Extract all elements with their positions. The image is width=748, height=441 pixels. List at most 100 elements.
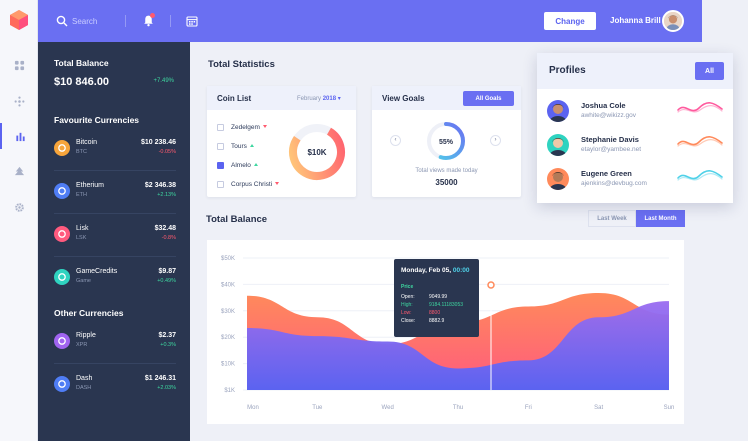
trend-down-icon — [262, 125, 267, 128]
user-name[interactable]: Johanna Brill — [610, 16, 661, 25]
profile-name: Stephanie Davis — [581, 135, 639, 144]
series-purple-area — [247, 301, 669, 390]
currency-row[interactable]: Dash DASH $1 246.31 +2.03% — [54, 372, 176, 398]
profile-name: Joshua Cole — [581, 101, 626, 110]
x-tick-label: Sun — [664, 405, 675, 411]
goals-progress-arc — [427, 122, 465, 160]
app-logo-icon[interactable] — [9, 9, 29, 31]
search-input[interactable] — [72, 14, 152, 28]
notification-dot — [150, 13, 155, 18]
currency-name: Ripple — [76, 332, 96, 339]
tooltip-label: High: — [401, 302, 413, 308]
tooltip-value: 9184.11183053 — [429, 302, 464, 308]
currency-symbol: LSK — [76, 235, 87, 241]
currency-symbol: BTC — [76, 149, 87, 155]
profiles-panel: Profiles All Joshua Cole awhite@wikizz.go… — [537, 53, 733, 203]
balance-area-chart: $50K $40K $30K $20K $10K $1K Mon Tue Wed Thu Fri S… — [221, 256, 675, 411]
tooltip-label: Close: — [401, 318, 416, 324]
x-tick-label: Fri — [525, 405, 532, 411]
grid-icon — [14, 60, 24, 70]
currency-divider — [54, 170, 176, 171]
y-tick-label: $40K — [221, 282, 235, 288]
profile-name: Eugene Green — [581, 169, 632, 178]
rail-analytics[interactable] — [0, 123, 38, 149]
tooltip-section: Price — [401, 284, 414, 290]
profile-row[interactable]: Joshua Cole awhite@wikizz.gov — [547, 97, 727, 127]
currency-row[interactable]: Lisk LSK $32.48 -0.8% — [54, 222, 176, 248]
y-tick-label: $10K — [221, 362, 235, 368]
change-button[interactable]: Change — [544, 12, 596, 30]
currency-row[interactable]: Ripple XPR $2.37 +0.3% — [54, 329, 176, 355]
currency-divider — [54, 256, 176, 257]
profile-row[interactable]: Eugene Green ajenkins@devbug.com — [547, 165, 727, 195]
profiles-title: Profiles — [549, 65, 586, 76]
x-tick-label: Mon — [247, 405, 259, 411]
trend-down-icon — [275, 182, 280, 185]
x-tick-label: Wed — [382, 405, 394, 411]
avatar-portrait — [664, 12, 682, 30]
next-arrow-icon[interactable]: › — [490, 135, 501, 146]
crosshair-point — [487, 281, 495, 289]
x-tick-label: Tue — [312, 405, 323, 411]
y-tick-label: $50K — [221, 256, 235, 262]
coin-list-item[interactable]: Corpus Christi — [217, 179, 297, 191]
currency-symbol: XPR — [76, 342, 88, 348]
avatar — [547, 168, 569, 190]
total-statistics-title: Total Statistics — [208, 59, 275, 70]
other-currencies-title: Other Currencies — [54, 308, 124, 318]
coin-name: Almelo — [231, 162, 258, 169]
coin-list-item[interactable]: Tours — [217, 141, 297, 153]
tooltip-label: Low: — [401, 310, 412, 316]
currency-row[interactable]: Bitcoin BTC $10 238.46 -0.05% — [54, 136, 176, 162]
avatar — [547, 134, 569, 156]
checkbox[interactable] — [217, 124, 224, 131]
currency-row[interactable]: GameCredits Game $9.87 +0.49% — [54, 265, 176, 291]
goals-percent: 55% — [439, 139, 454, 146]
rail-grid[interactable] — [0, 52, 38, 78]
ripple-icon — [54, 333, 70, 349]
rail-settings[interactable] — [0, 194, 38, 220]
currency-name: Dash — [76, 375, 93, 382]
profile-row[interactable]: Stephanie Davis etaylor@yambee.net — [547, 131, 727, 161]
view-goals-card: View Goals All Goals ‹ › 55% Total views… — [372, 86, 521, 197]
checkbox[interactable] — [217, 162, 224, 169]
currency-value: $10 238.46 — [140, 139, 176, 146]
header-divider — [125, 15, 126, 27]
period-tab[interactable]: Last Week — [588, 210, 636, 227]
currency-name: Bitcoin — [76, 139, 98, 146]
currency-symbol: DASH — [76, 385, 92, 391]
rail-sparkle[interactable] — [0, 88, 38, 114]
icon-rail — [0, 0, 38, 441]
activity-sparkline — [677, 136, 723, 147]
checkbox[interactable] — [217, 181, 224, 188]
coin-list-item[interactable]: Almelo — [217, 160, 297, 172]
total-balance-chart-title: Total Balance — [206, 214, 268, 225]
tooltip-value: 8800 — [429, 310, 441, 316]
dash-icon — [54, 376, 70, 392]
bar-chart-icon — [15, 132, 25, 141]
gear-icon — [14, 202, 24, 212]
checkbox[interactable] — [217, 143, 224, 150]
currency-value: $9.87 — [158, 268, 176, 275]
currency-name: Etherium — [76, 182, 105, 189]
currency-divider — [54, 363, 176, 364]
currency-row[interactable]: Etherium ETH $2 346.38 +2.13% — [54, 179, 176, 205]
trend-up-icon — [249, 144, 254, 147]
goals-caption: Total views made today — [415, 168, 478, 174]
total-balance-title: Total Balance — [54, 58, 109, 68]
prev-arrow-icon[interactable]: ‹ — [390, 135, 401, 146]
rail-tree[interactable] — [0, 158, 38, 184]
y-tick-label: $1K — [224, 388, 235, 394]
all-goals-button[interactable]: All Goals — [463, 91, 514, 106]
y-tick-label: $30K — [221, 309, 235, 315]
user-avatar[interactable] — [662, 10, 684, 32]
currency-change: +2.03% — [157, 385, 176, 391]
period-tab[interactable]: Last Month — [636, 210, 685, 227]
currency-value: $2.37 — [158, 332, 176, 339]
currency-change: +2.13% — [157, 192, 176, 198]
calendar-icon[interactable] — [186, 15, 198, 27]
month-selector[interactable]: February 2018 ▾ — [297, 95, 341, 102]
all-profiles-button[interactable]: All — [695, 62, 724, 80]
coin-list-item[interactable]: Zedelgem — [217, 122, 297, 134]
tooltip-value: 8882.9 — [429, 318, 445, 324]
